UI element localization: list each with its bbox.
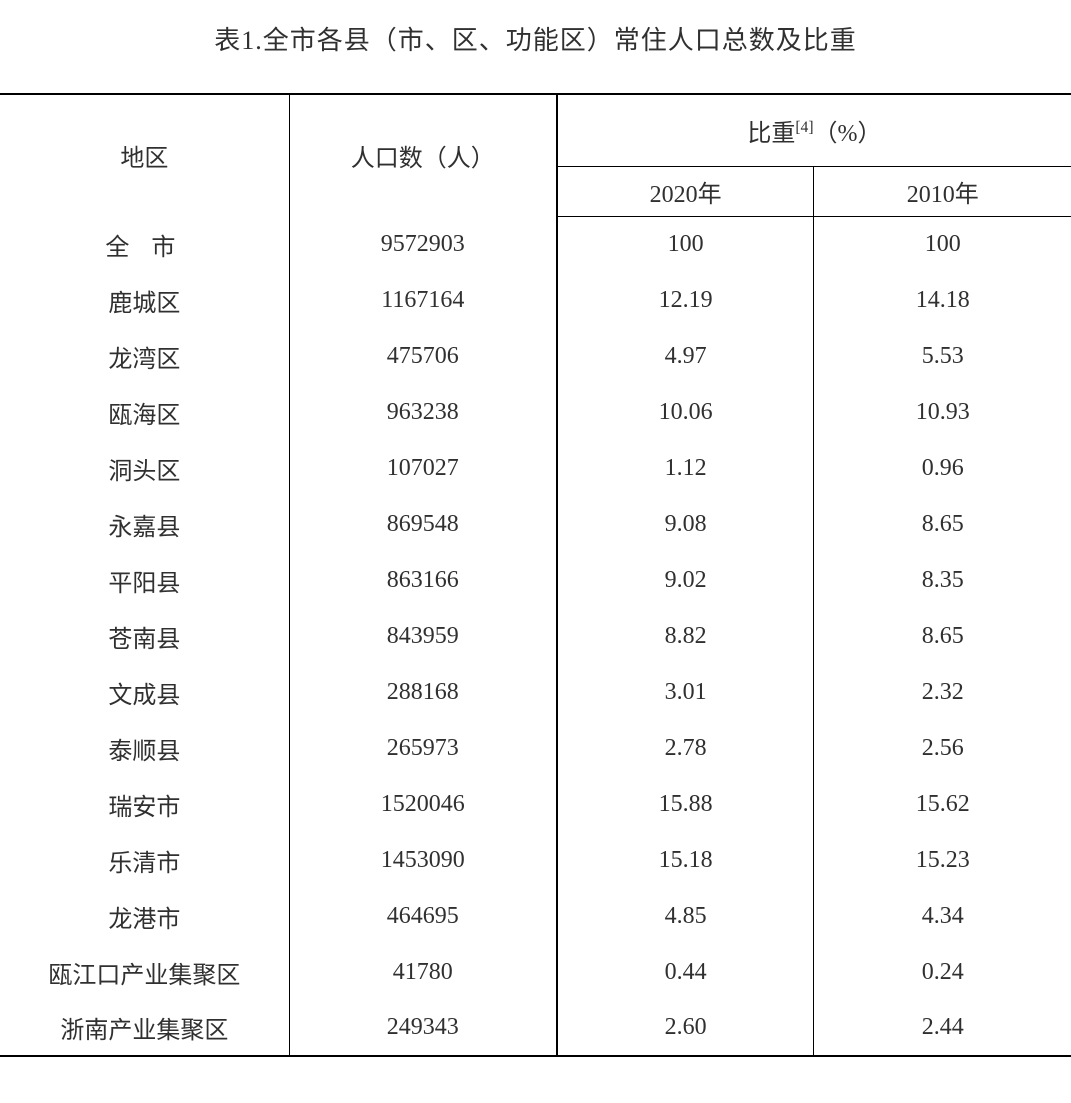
cell-2010: 15.23 (814, 832, 1071, 888)
cell-population: 1453090 (289, 832, 557, 888)
col-header-region: 地区 (0, 94, 289, 216)
table-row: 平阳县8631669.028.35 (0, 552, 1071, 608)
table-row: 龙港市4646954.854.34 (0, 888, 1071, 944)
cell-2010: 0.96 (814, 440, 1071, 496)
col-header-ratio: 比重[4]（%） (557, 94, 1071, 166)
cell-2010: 2.56 (814, 720, 1071, 776)
cell-2020: 2.78 (557, 720, 814, 776)
ratio-label: 比重 (747, 121, 795, 147)
table-row: 瑞安市152004615.8815.62 (0, 776, 1071, 832)
population-table: 地区 人口数（人） 比重[4]（%） 2020年 2010年 全 市957290… (0, 93, 1071, 1057)
cell-population: 288168 (289, 664, 557, 720)
cell-2010: 0.24 (814, 944, 1071, 1000)
cell-2020: 15.18 (557, 832, 814, 888)
cell-2020: 12.19 (557, 272, 814, 328)
cell-2020: 3.01 (557, 664, 814, 720)
table-row: 瓯江口产业集聚区417800.440.24 (0, 944, 1071, 1000)
cell-2010: 2.44 (814, 1000, 1071, 1056)
cell-2020: 9.08 (557, 496, 814, 552)
cell-2020: 0.44 (557, 944, 814, 1000)
table-body: 全 市9572903100100鹿城区116716412.1914.18龙湾区4… (0, 216, 1071, 1056)
table-row: 浙南产业集聚区2493432.602.44 (0, 1000, 1071, 1056)
cell-region: 浙南产业集聚区 (0, 1000, 289, 1056)
cell-2020: 15.88 (557, 776, 814, 832)
cell-2010: 2.32 (814, 664, 1071, 720)
cell-2010: 5.53 (814, 328, 1071, 384)
cell-2020: 8.82 (557, 608, 814, 664)
cell-2010: 14.18 (814, 272, 1071, 328)
cell-2010: 4.34 (814, 888, 1071, 944)
col-header-2020: 2020年 (557, 166, 814, 216)
table-row: 瓯海区96323810.0610.93 (0, 384, 1071, 440)
cell-region: 龙港市 (0, 888, 289, 944)
cell-population: 265973 (289, 720, 557, 776)
table-row: 文成县2881683.012.32 (0, 664, 1071, 720)
table-row: 苍南县8439598.828.65 (0, 608, 1071, 664)
cell-region: 瑞安市 (0, 776, 289, 832)
cell-region: 文成县 (0, 664, 289, 720)
table-row: 乐清市145309015.1815.23 (0, 832, 1071, 888)
table-row: 全 市9572903100100 (0, 216, 1071, 272)
cell-region: 泰顺县 (0, 720, 289, 776)
cell-region: 洞头区 (0, 440, 289, 496)
ratio-footnote: [4] (795, 119, 813, 136)
cell-region: 瓯江口产业集聚区 (0, 944, 289, 1000)
cell-2020: 4.97 (557, 328, 814, 384)
ratio-unit: （%） (814, 121, 882, 147)
cell-region: 鹿城区 (0, 272, 289, 328)
cell-population: 863166 (289, 552, 557, 608)
cell-population: 107027 (289, 440, 557, 496)
col-header-population: 人口数（人） (289, 94, 557, 216)
cell-population: 249343 (289, 1000, 557, 1056)
cell-population: 843959 (289, 608, 557, 664)
cell-population: 963238 (289, 384, 557, 440)
table-row: 龙湾区4757064.975.53 (0, 328, 1071, 384)
table-row: 泰顺县2659732.782.56 (0, 720, 1071, 776)
cell-2020: 2.60 (557, 1000, 814, 1056)
cell-region: 全 市 (0, 216, 289, 272)
cell-population: 1520046 (289, 776, 557, 832)
cell-2020: 4.85 (557, 888, 814, 944)
cell-region: 永嘉县 (0, 496, 289, 552)
cell-2010: 15.62 (814, 776, 1071, 832)
cell-2020: 100 (557, 216, 814, 272)
cell-2020: 10.06 (557, 384, 814, 440)
col-header-2010: 2010年 (814, 166, 1071, 216)
cell-population: 475706 (289, 328, 557, 384)
cell-2010: 8.65 (814, 496, 1071, 552)
cell-region: 乐清市 (0, 832, 289, 888)
cell-region: 龙湾区 (0, 328, 289, 384)
cell-2010: 8.35 (814, 552, 1071, 608)
cell-2020: 1.12 (557, 440, 814, 496)
cell-2010: 100 (814, 216, 1071, 272)
cell-region: 平阳县 (0, 552, 289, 608)
table-title: 表1.全市各县（市、区、功能区）常住人口总数及比重 (0, 20, 1071, 57)
cell-population: 9572903 (289, 216, 557, 272)
cell-population: 41780 (289, 944, 557, 1000)
cell-population: 869548 (289, 496, 557, 552)
cell-2010: 10.93 (814, 384, 1071, 440)
cell-population: 464695 (289, 888, 557, 944)
table-row: 永嘉县8695489.088.65 (0, 496, 1071, 552)
cell-2010: 8.65 (814, 608, 1071, 664)
cell-region: 苍南县 (0, 608, 289, 664)
table-row: 洞头区1070271.120.96 (0, 440, 1071, 496)
cell-population: 1167164 (289, 272, 557, 328)
cell-2020: 9.02 (557, 552, 814, 608)
cell-region: 瓯海区 (0, 384, 289, 440)
table-row: 鹿城区116716412.1914.18 (0, 272, 1071, 328)
